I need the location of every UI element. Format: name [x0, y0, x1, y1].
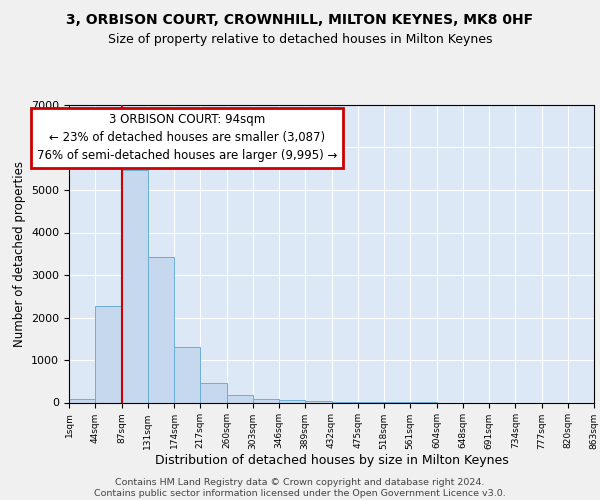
- Bar: [95, 306, 121, 402]
- Bar: [305, 401, 331, 402]
- Bar: [69, 398, 95, 402]
- Bar: [200, 382, 227, 402]
- Bar: [279, 400, 305, 402]
- Bar: [174, 347, 200, 403]
- Text: 3, ORBISON COURT, CROWNHILL, MILTON KEYNES, MK8 0HF: 3, ORBISON COURT, CROWNHILL, MILTON KEYN…: [67, 12, 533, 26]
- X-axis label: Distribution of detached houses by size in Milton Keynes: Distribution of detached houses by size …: [155, 454, 508, 467]
- Bar: [148, 256, 174, 402]
- Bar: [121, 170, 148, 402]
- Bar: [253, 398, 279, 402]
- Text: 3 ORBISON COURT: 94sqm
← 23% of detached houses are smaller (3,087)
76% of semi-: 3 ORBISON COURT: 94sqm ← 23% of detached…: [37, 114, 337, 162]
- Bar: [227, 396, 253, 402]
- Text: Contains HM Land Registry data © Crown copyright and database right 2024.
Contai: Contains HM Land Registry data © Crown c…: [94, 478, 506, 498]
- Text: Size of property relative to detached houses in Milton Keynes: Size of property relative to detached ho…: [108, 32, 492, 46]
- Y-axis label: Number of detached properties: Number of detached properties: [13, 161, 26, 347]
